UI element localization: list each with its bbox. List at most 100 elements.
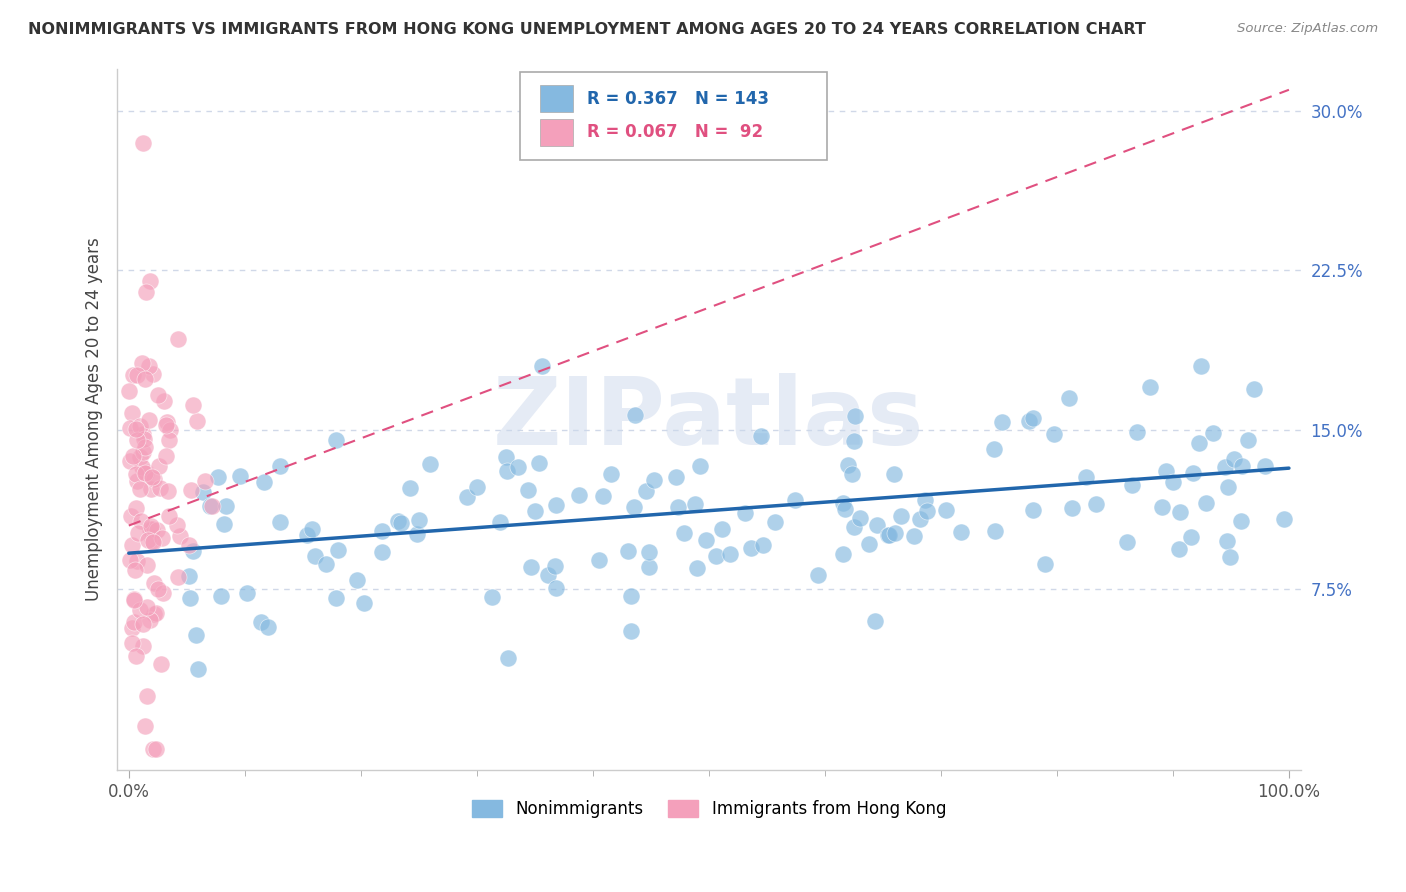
Point <box>863 614 886 628</box>
Point <box>138 413 160 427</box>
Point <box>623 500 645 514</box>
Point <box>588 553 610 567</box>
Point <box>704 549 727 564</box>
Text: R = 0.067   N =  92: R = 0.067 N = 92 <box>586 123 763 141</box>
Point <box>1213 460 1236 475</box>
Point <box>592 489 614 503</box>
Point <box>122 368 145 383</box>
Point <box>1167 541 1189 556</box>
Point <box>1254 458 1277 473</box>
Point <box>152 585 174 599</box>
Point <box>544 559 567 574</box>
Point <box>149 481 172 495</box>
Point <box>120 508 142 523</box>
Point <box>620 624 643 638</box>
Point <box>191 484 214 499</box>
Point <box>139 522 162 536</box>
Bar <box>540 119 572 145</box>
Point <box>167 332 190 346</box>
Point <box>142 534 165 549</box>
Point <box>269 515 291 529</box>
Point <box>858 537 880 551</box>
Point <box>600 467 623 482</box>
Point <box>983 442 1005 456</box>
Bar <box>540 86 572 112</box>
Point <box>134 440 156 454</box>
Point <box>146 388 169 402</box>
Point <box>135 465 157 479</box>
Text: R = 0.367   N = 143: R = 0.367 N = 143 <box>586 90 769 108</box>
Point <box>169 529 191 543</box>
Point <box>138 359 160 373</box>
Point <box>142 472 165 486</box>
Point <box>456 490 478 504</box>
Point <box>146 523 169 537</box>
Point <box>389 516 412 531</box>
Point <box>637 545 659 559</box>
Point <box>1194 495 1216 509</box>
Point <box>842 520 865 534</box>
Point <box>844 434 866 448</box>
Point <box>903 529 925 543</box>
Point <box>1216 480 1239 494</box>
Point <box>935 503 957 517</box>
Point <box>832 547 855 561</box>
Point <box>152 394 174 409</box>
Point <box>617 544 640 558</box>
Point <box>523 504 546 518</box>
Point <box>837 458 859 472</box>
Point <box>807 568 830 582</box>
Point <box>950 524 973 539</box>
Point <box>1022 503 1045 517</box>
Point <box>125 649 148 664</box>
Point <box>527 456 550 470</box>
Point <box>844 409 866 423</box>
Point <box>520 560 543 574</box>
Point <box>134 371 156 385</box>
Point <box>125 368 148 383</box>
Point <box>141 519 163 533</box>
Point <box>120 454 142 468</box>
Point <box>1126 425 1149 440</box>
Point <box>125 467 148 481</box>
Point <box>179 538 201 552</box>
Point <box>1161 475 1184 489</box>
Point <box>269 458 291 473</box>
Point <box>181 398 204 412</box>
Point <box>346 573 368 587</box>
Point <box>1085 497 1108 511</box>
Point <box>1168 505 1191 519</box>
Point <box>496 650 519 665</box>
Point <box>785 492 807 507</box>
Point <box>488 515 510 529</box>
Point <box>125 500 148 515</box>
Point <box>122 592 145 607</box>
Point <box>763 515 786 529</box>
Point <box>214 500 236 514</box>
Point <box>619 589 641 603</box>
Point <box>198 499 221 513</box>
Point <box>132 445 155 459</box>
Point <box>143 607 166 621</box>
Point <box>125 554 148 568</box>
Point <box>752 538 775 552</box>
Point <box>1018 414 1040 428</box>
Point <box>1139 379 1161 393</box>
Point <box>686 561 709 575</box>
Point <box>142 368 165 382</box>
Point <box>256 620 278 634</box>
Point <box>740 541 762 555</box>
Point <box>537 567 560 582</box>
Point <box>128 603 150 617</box>
Point <box>371 524 394 538</box>
Point <box>1043 427 1066 442</box>
Point <box>129 418 152 433</box>
Point <box>150 657 173 671</box>
Point <box>122 615 145 629</box>
Point <box>125 433 148 447</box>
Point <box>121 406 143 420</box>
Point <box>145 606 167 620</box>
Point <box>1223 452 1246 467</box>
Point <box>135 558 157 573</box>
Point <box>157 483 180 498</box>
